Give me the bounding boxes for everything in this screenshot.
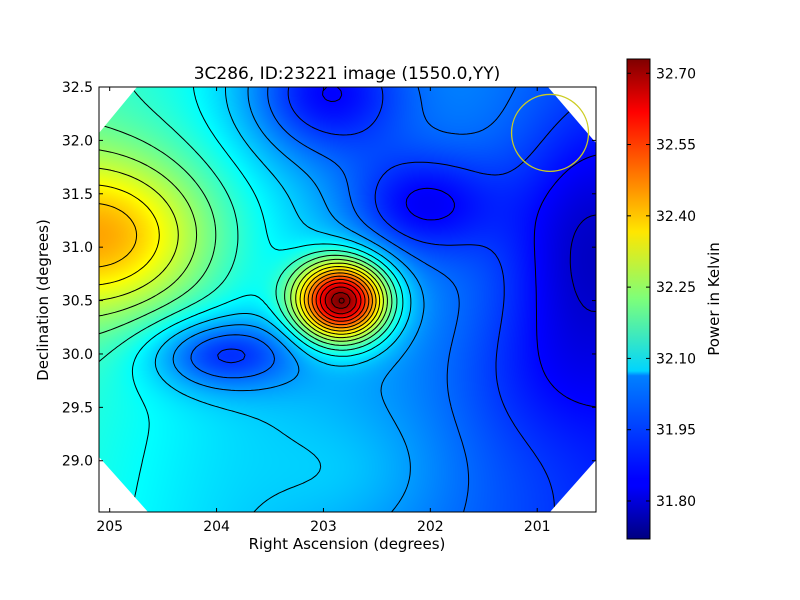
colorbar-tick-label: 32.40 [656, 209, 696, 225]
y-tick-label: 29.0 [62, 454, 93, 470]
contour-line [569, 214, 596, 312]
colorbar: 32.70 32.55 32.40 32.25 32.10 31.95 31.80 Powe… [626, 58, 723, 540]
y-tick-label: 30.0 [62, 347, 93, 363]
contour-line [322, 87, 596, 408]
contour-line [99, 203, 377, 332]
x-tick-label: 202 [417, 519, 444, 535]
colorbar-tick-label: 32.70 [656, 66, 696, 82]
y-tick-label: 31.0 [62, 240, 93, 256]
colorbar-gradient [626, 58, 651, 540]
y-tick-label: 32.0 [62, 133, 93, 149]
mask-top-right [548, 87, 596, 143]
mask-bottom-right [550, 460, 596, 512]
x-tick-label: 203 [310, 519, 337, 535]
chart-title: 3C286, ID:23221 image (1550.0,YY) [194, 64, 501, 84]
mask-bottom-left [99, 457, 148, 512]
plot-frame [98, 86, 597, 513]
y-tick-label: 29.5 [62, 400, 93, 416]
contour-line [331, 292, 351, 309]
peak-marker [338, 297, 345, 304]
x-axis-label: Right Ascension (degrees) [249, 535, 446, 553]
contour-line [99, 184, 381, 335]
x-tick-label: 204 [203, 519, 230, 535]
contour-line [99, 149, 388, 342]
colorbar-tick-label: 32.10 [656, 351, 696, 367]
contour-line [307, 272, 373, 329]
colorbar-label: Power in Kelvin [705, 242, 723, 356]
contour-line [99, 167, 384, 339]
contour-line [315, 278, 366, 322]
mask-top-left [99, 87, 137, 133]
contour-line [311, 275, 370, 326]
heatmap-image [99, 87, 596, 512]
contour-line [324, 286, 357, 315]
contour-line [190, 87, 517, 512]
colorbar-tick-label: 32.55 [656, 138, 696, 154]
contour-line [319, 282, 362, 319]
y-tick-label: 32.5 [62, 80, 93, 96]
beam-circle [510, 93, 590, 173]
colorbar-tick-label: 31.80 [656, 494, 696, 510]
x-axis: 205 204 203 202 201 [96, 87, 551, 535]
x-tick-label: 201 [524, 519, 551, 535]
coverage-mask [99, 87, 596, 512]
y-tick-label: 30.5 [62, 294, 93, 310]
contour-line [131, 87, 404, 512]
heatmap-plot-area [98, 86, 597, 513]
x-tick-label: 205 [96, 519, 123, 535]
y-axis: 29.0 29.5 30.0 30.5 31.0 31.5 32.0 32.5 [62, 80, 596, 470]
colorbar-ticks: 32.70 32.55 32.40 32.25 32.10 31.95 31.80 [627, 66, 696, 510]
contour-line [154, 87, 412, 512]
contour-line [217, 87, 596, 512]
contour-line [172, 87, 425, 512]
colorbar-tick-label: 31.95 [656, 423, 696, 439]
y-axis-label: Declination (degrees) [34, 219, 52, 381]
colorbar-tick-label: 32.25 [656, 280, 696, 296]
y-tick-label: 31.5 [62, 187, 93, 203]
contour-lines [99, 87, 596, 512]
